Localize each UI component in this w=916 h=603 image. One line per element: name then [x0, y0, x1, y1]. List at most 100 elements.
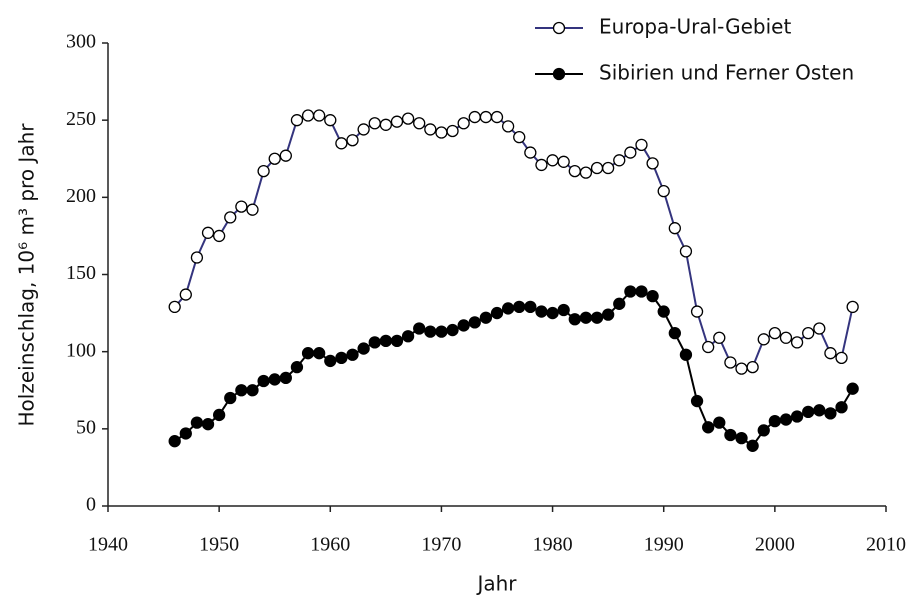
x-tick-label: 2010: [866, 534, 906, 556]
data-point: [346, 134, 359, 147]
data-point: [235, 200, 248, 213]
data-point: [646, 289, 659, 303]
data-point: [246, 384, 259, 397]
x-tick-label: 1960: [310, 534, 350, 556]
data-point: [524, 300, 537, 314]
data-point: [279, 149, 292, 162]
data-point: [357, 342, 370, 355]
data-point: [535, 158, 548, 172]
data-point: [746, 439, 759, 452]
data-point: [668, 222, 681, 235]
data-point: [546, 306, 559, 320]
x-tick-label: 1970: [421, 534, 461, 556]
data-point: [501, 120, 515, 133]
data-point: [779, 413, 793, 426]
data-point: [590, 161, 604, 175]
data-point: [424, 325, 437, 338]
data-point: [379, 334, 393, 348]
data-point: [513, 300, 526, 314]
data-point: [735, 431, 748, 445]
legend-marker: [552, 21, 566, 35]
data-point: [168, 300, 181, 314]
data-point: [290, 114, 304, 127]
data-point: [368, 336, 381, 349]
data-point: [324, 114, 337, 127]
y-tick-label: 50: [76, 416, 96, 438]
data-point: [257, 164, 270, 178]
y-tick-label: 200: [66, 185, 96, 207]
data-point: [813, 322, 826, 335]
data-point: [824, 407, 837, 420]
data-point: [435, 325, 448, 338]
data-point: [568, 164, 581, 178]
data-point: [790, 336, 804, 349]
data-point: [724, 428, 737, 442]
data-point: [802, 405, 815, 419]
data-point: [668, 326, 681, 340]
data-point: [279, 371, 292, 385]
data-point: [390, 334, 404, 348]
data-point: [679, 348, 693, 361]
data-point: [501, 302, 515, 315]
data-point: [468, 316, 481, 329]
x-tick-label: 1980: [533, 534, 573, 556]
data-point: [724, 356, 737, 369]
legend-label: Sibirien und Ferner Osten: [599, 61, 854, 85]
legend-label: Europa-Ural-Gebiet: [599, 15, 791, 39]
data-point: [212, 408, 226, 422]
y-tick-label: 150: [66, 262, 96, 284]
data-point: [635, 138, 648, 152]
data-point: [846, 382, 859, 395]
data-point: [779, 331, 793, 344]
data-point: [757, 424, 770, 437]
data-point: [446, 323, 459, 337]
data-point: [846, 300, 859, 314]
data-point: [457, 319, 470, 332]
data-point: [579, 166, 593, 179]
data-point: [490, 306, 504, 320]
data-point: [424, 123, 437, 136]
data-point: [479, 311, 493, 324]
data-point: [224, 211, 237, 224]
y-tick-label: 250: [66, 108, 96, 130]
data-point: [301, 109, 315, 122]
data-point: [690, 394, 704, 408]
data-point: [768, 326, 782, 340]
data-point: [579, 311, 593, 324]
data-point: [324, 354, 337, 368]
data-point: [335, 137, 348, 150]
data-point: [479, 110, 493, 124]
data-point: [201, 226, 215, 239]
x-tick-label: 1940: [88, 534, 128, 556]
data-point: [824, 347, 837, 360]
data-point: [190, 416, 204, 429]
data-point: [435, 126, 448, 139]
data-point: [557, 155, 570, 168]
data-point: [835, 401, 848, 414]
data-point: [190, 251, 204, 264]
data-point: [613, 297, 626, 310]
data-point: [713, 331, 726, 344]
data-point: [702, 340, 715, 354]
data-point: [735, 362, 748, 375]
data-point: [679, 245, 693, 258]
data-point: [690, 305, 704, 318]
data-point: [813, 404, 826, 417]
data-point: [457, 117, 470, 130]
data-point: [401, 112, 415, 125]
data-point: [224, 391, 237, 405]
data-point: [313, 109, 326, 122]
x-axis-label: Jahr: [475, 572, 517, 596]
data-point: [368, 117, 381, 130]
data-point: [802, 326, 815, 340]
data-point: [713, 416, 726, 429]
data-point: [313, 347, 326, 360]
data-point: [413, 322, 426, 335]
data-point: [590, 311, 604, 324]
data-point: [646, 157, 659, 170]
data-point: [401, 330, 415, 343]
data-point: [601, 308, 615, 321]
data-point: [179, 288, 192, 301]
data-point: [413, 117, 426, 130]
